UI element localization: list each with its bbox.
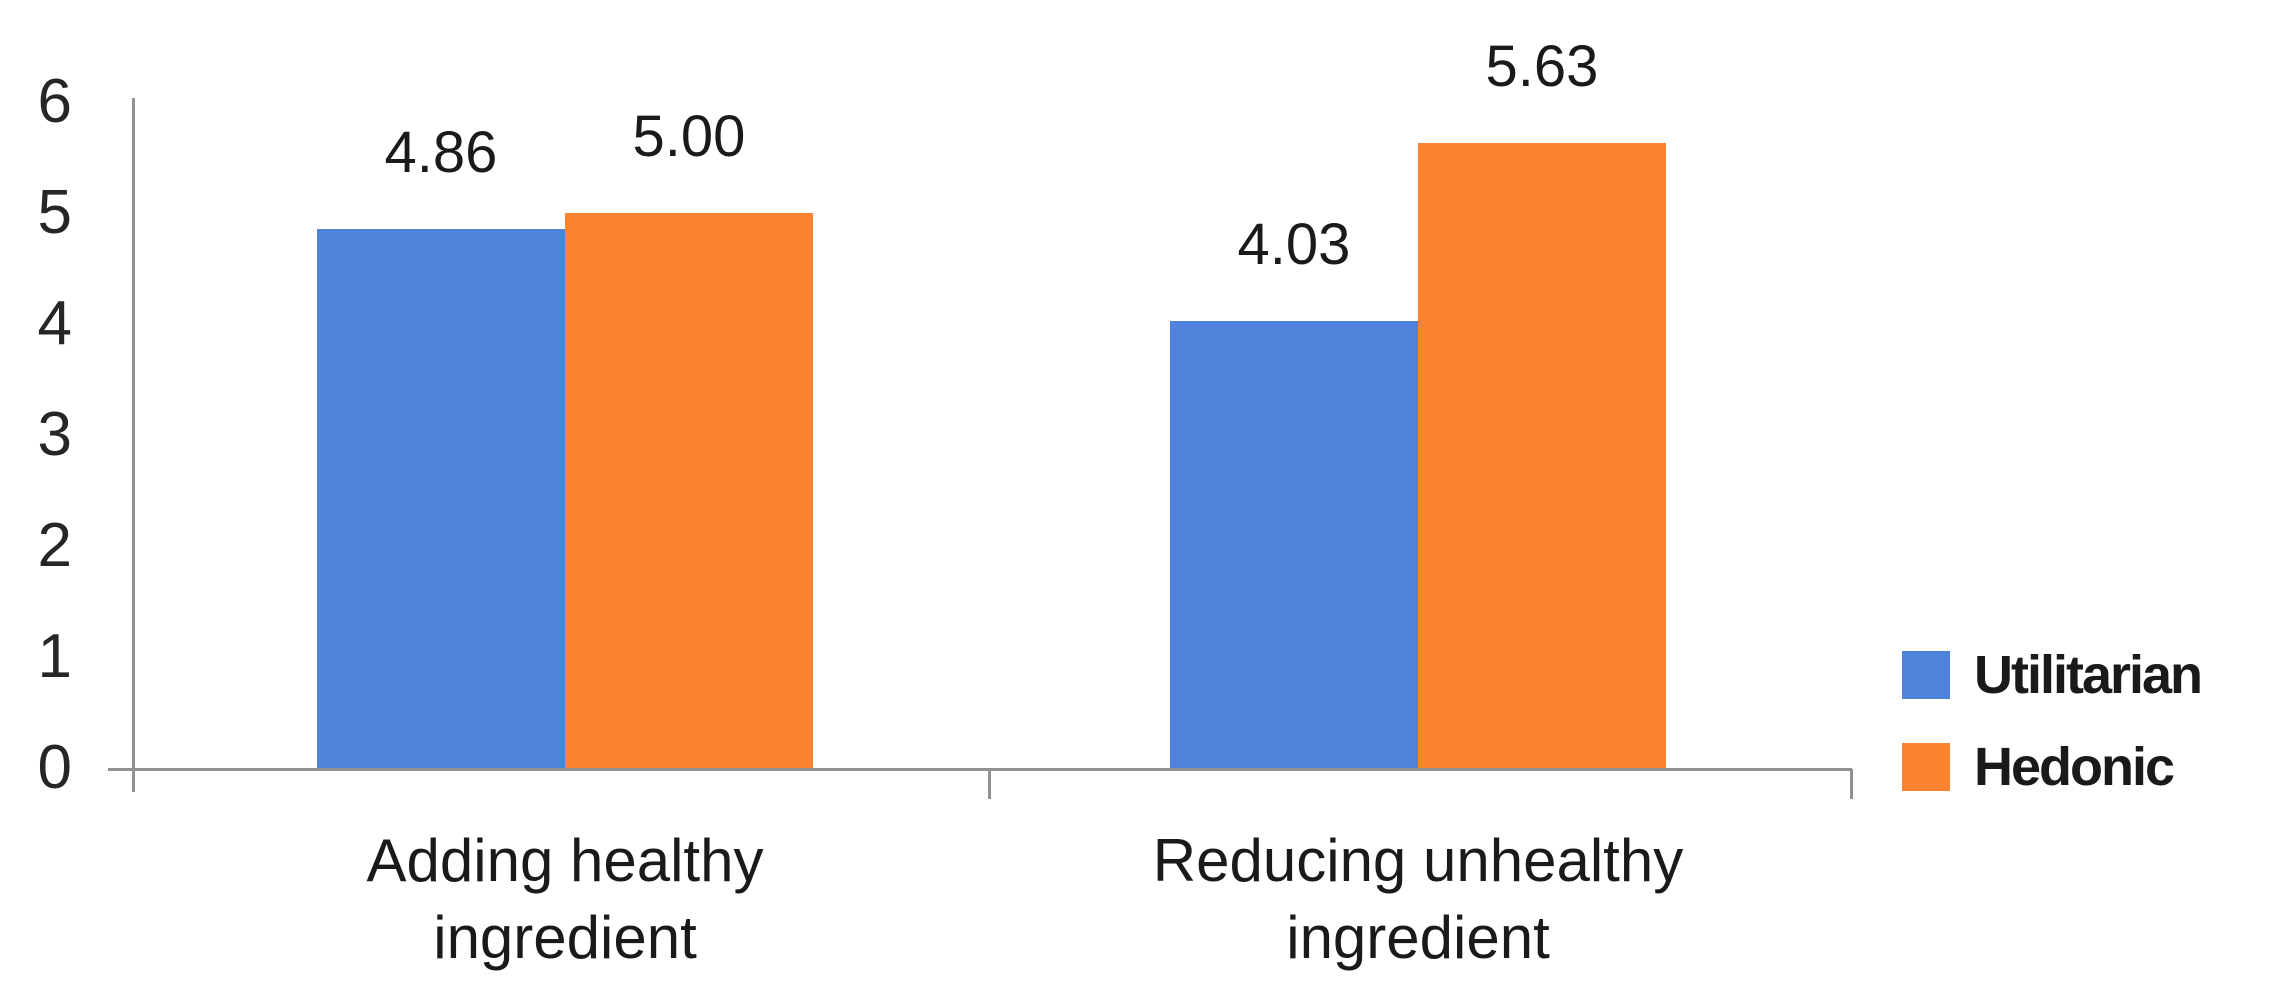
y-axis-tick-label: 6	[37, 67, 72, 136]
legend-item-hedonic: Hedonic	[1902, 736, 2175, 798]
bar-value-label: 5.00	[632, 104, 746, 169]
y-axis-tick-label: 4	[37, 289, 72, 358]
y-axis-tick-label: 2	[37, 511, 72, 580]
x-axis-tick	[1850, 769, 1853, 799]
bar-value-label: 4.03	[1237, 212, 1351, 277]
y-axis-line	[132, 98, 135, 792]
legend-label-hedonic: Hedonic	[1974, 737, 2175, 797]
legend-swatch-hedonic-icon	[1902, 743, 1950, 791]
category-label: Adding healthy ingredient	[366, 827, 764, 971]
legend-label-utilitarian: Utilitarian	[1974, 645, 2203, 705]
y-axis-tick-label: 1	[37, 622, 72, 691]
bar-value-label: 4.86	[384, 120, 498, 185]
bar-value-label: 5.63	[1485, 34, 1599, 99]
bar-utilitarian-category-1	[317, 229, 565, 768]
legend-swatch-utilitarian-icon	[1902, 651, 1950, 699]
bar-hedonic-category-2	[1418, 143, 1666, 768]
y-axis-tick-label: 0	[37, 733, 72, 802]
y-axis-tick-label: 5	[37, 178, 72, 247]
x-axis-tick	[988, 769, 991, 799]
y-axis-tick-label: 3	[37, 400, 72, 469]
bar-hedonic-category-1	[565, 213, 813, 768]
x-axis-line	[108, 768, 1852, 771]
legend-item-utilitarian: Utilitarian	[1902, 644, 2203, 706]
category-label: Reducing unhealthy ingredient	[1152, 827, 1684, 971]
bar-utilitarian-category-2	[1170, 321, 1418, 768]
